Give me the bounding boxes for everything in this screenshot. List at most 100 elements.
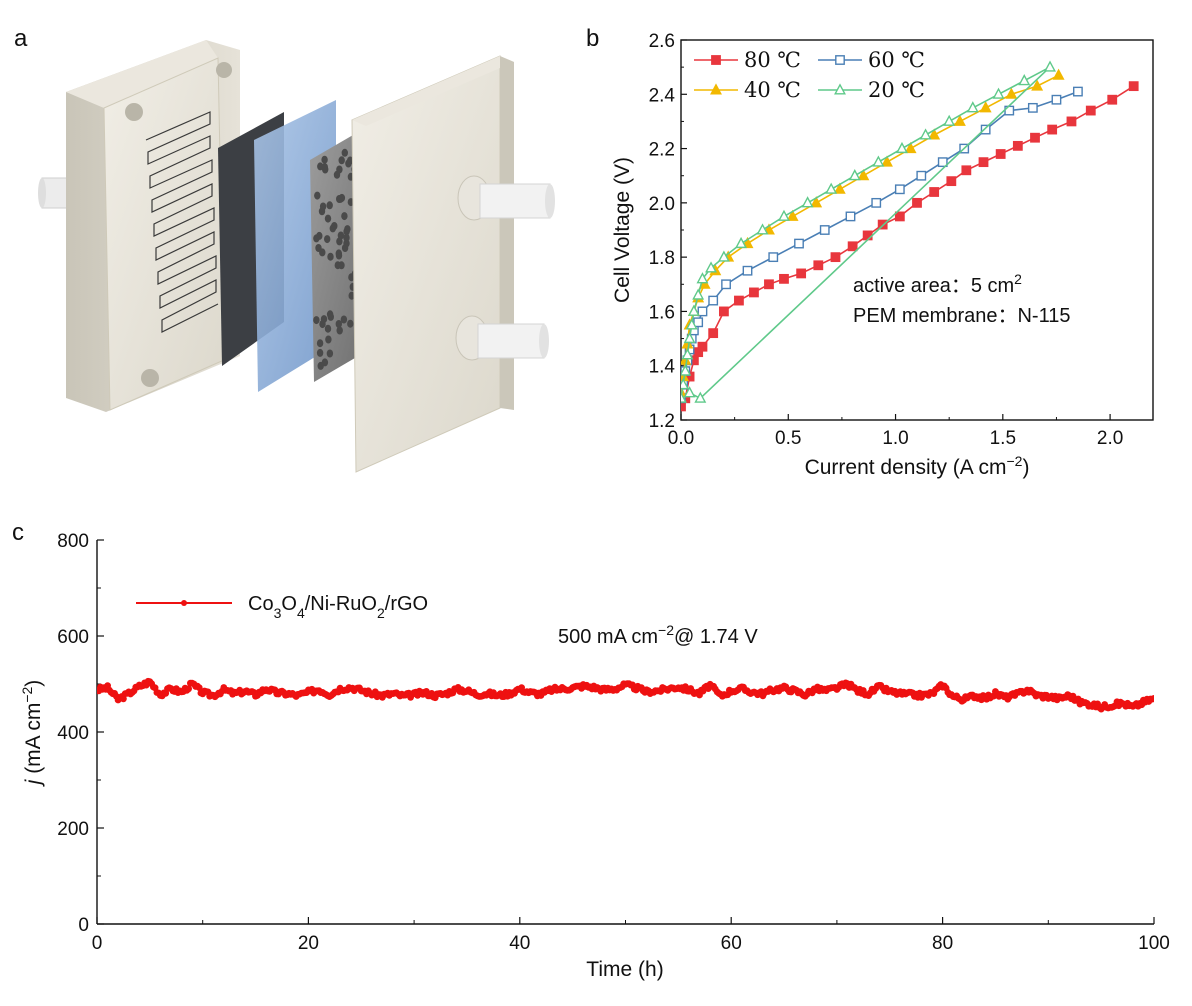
mesh-bump	[324, 235, 331, 244]
x-tick-label-c: 0	[92, 933, 103, 954]
data-point-b	[692, 288, 705, 300]
mesh-bump	[334, 261, 341, 270]
legend-label-b: 60 ℃	[868, 48, 925, 72]
legend-marker-b	[834, 83, 846, 95]
stability-data-point	[185, 685, 193, 693]
x-tick-label-b: 0.0	[668, 428, 694, 449]
legend-entry-b-2: 40 ℃	[694, 78, 801, 102]
y-tick-labels-b: 1.2 1.4 1.6 1.8 2.0 2.2 2.4 2.6	[649, 31, 676, 432]
data-point-b	[687, 304, 700, 316]
y-tick-label-b: 1.6	[649, 302, 675, 323]
mesh-bump	[324, 214, 332, 223]
axis-ticks-c	[96, 539, 1155, 925]
data-point-b	[862, 230, 873, 241]
mesh-bump	[326, 201, 333, 210]
annotation-membrane: PEM membrane：N-115	[853, 305, 1070, 327]
x-axis-title-b: Current density (A cm−2)	[805, 453, 1030, 479]
data-point-b	[966, 101, 979, 113]
annotation-current-voltage: 500 mA cm−2@ 1.74 V	[558, 622, 758, 648]
data-point-b	[1047, 124, 1058, 135]
y-tick-label-c: 600	[57, 627, 89, 648]
legend-label-b: 80 ℃	[744, 48, 801, 72]
mesh-bump	[341, 148, 348, 157]
data-point-b	[786, 209, 799, 221]
mesh-bump	[341, 212, 348, 221]
data-point-b	[848, 169, 861, 181]
data-point-b	[1051, 94, 1062, 105]
data-point-b	[708, 328, 719, 339]
data-point-b	[980, 124, 991, 135]
stability-data-point	[120, 695, 127, 703]
panel-b-label: b	[586, 25, 599, 52]
data-point-b	[847, 241, 858, 252]
y-axis-title-c: j (mA cm−2)	[19, 680, 45, 788]
data-point-b	[1027, 102, 1038, 113]
data-point-b	[1107, 94, 1118, 105]
data-point-b	[1005, 87, 1018, 99]
data-point-b	[756, 223, 769, 235]
mesh-bump	[340, 315, 348, 324]
data-point-b	[953, 114, 966, 126]
mesh-bump	[317, 361, 324, 370]
series-group-c	[97, 677, 1154, 713]
data-point-b	[698, 277, 711, 289]
data-point-b	[694, 391, 707, 403]
series-group-b	[681, 60, 1139, 412]
x-tick-label-c: 40	[509, 933, 530, 954]
data-point-b	[857, 169, 870, 181]
mesh-bump	[324, 324, 332, 333]
data-point-b	[872, 155, 885, 167]
data-point-b	[979, 101, 992, 113]
data-point-b	[1073, 86, 1083, 97]
legend-b: 80 ℃ 60 ℃ 40 ℃ 20 ℃	[694, 48, 925, 102]
x-tick-label-c: 80	[932, 933, 953, 954]
mesh-bump	[316, 339, 324, 348]
data-point-b	[719, 306, 729, 317]
data-point-b	[992, 87, 1005, 99]
data-point-b	[681, 353, 692, 365]
data-point-b	[1085, 105, 1096, 116]
x-tick-label-c: 100	[1138, 933, 1170, 954]
panel-c: c 0 20 40 60 80 100 0 200 400 600 800 Time (h) j …	[12, 519, 1170, 981]
mesh-bump	[319, 202, 327, 211]
mesh-bump	[317, 162, 324, 171]
panel-a: a	[14, 25, 555, 473]
annotation-active-area: active area：5 cm2	[853, 271, 1022, 297]
data-point-b	[705, 261, 718, 273]
mesh-bump	[345, 159, 352, 168]
data-point-b	[1128, 81, 1139, 92]
mesh-bump	[335, 249, 342, 258]
data-point-b	[880, 155, 893, 167]
legend-label-c: Co3O4/Ni-RuO2/rGO	[248, 593, 428, 621]
y-tick-label-c: 800	[57, 531, 89, 552]
y-tick-label-b: 1.8	[649, 248, 675, 269]
legend-c: Co3O4/Ni-RuO2/rGO	[136, 593, 428, 621]
x-tick-labels-c: 0 20 40 60 80 100	[92, 933, 1170, 954]
data-point-b	[794, 238, 804, 249]
data-point-b	[937, 157, 948, 168]
right-lower-fitting	[455, 315, 549, 361]
data-point-b	[734, 295, 744, 306]
data-point-b	[830, 252, 841, 263]
mesh-bump	[343, 233, 350, 242]
data-point-b	[708, 295, 719, 306]
data-point-b	[801, 196, 814, 208]
mesh-bump	[315, 244, 322, 252]
data-point-b	[995, 149, 1006, 159]
data-point-b	[894, 184, 905, 195]
panel-c-label: c	[12, 519, 24, 546]
data-point-b	[833, 182, 846, 194]
mesh-bump	[347, 319, 354, 328]
series-b-2	[681, 68, 1065, 398]
mesh-bump	[344, 225, 351, 234]
y-tick-label-b: 2.4	[649, 85, 676, 106]
data-point-b	[1052, 68, 1065, 80]
left-end-plate	[66, 40, 240, 412]
stability-data-point	[1150, 695, 1154, 702]
data-point-b	[681, 378, 690, 390]
data-point-b	[764, 279, 774, 290]
data-point-b	[1031, 79, 1044, 91]
legend-label-b: 20 ℃	[868, 78, 925, 102]
data-point-b	[681, 401, 686, 412]
